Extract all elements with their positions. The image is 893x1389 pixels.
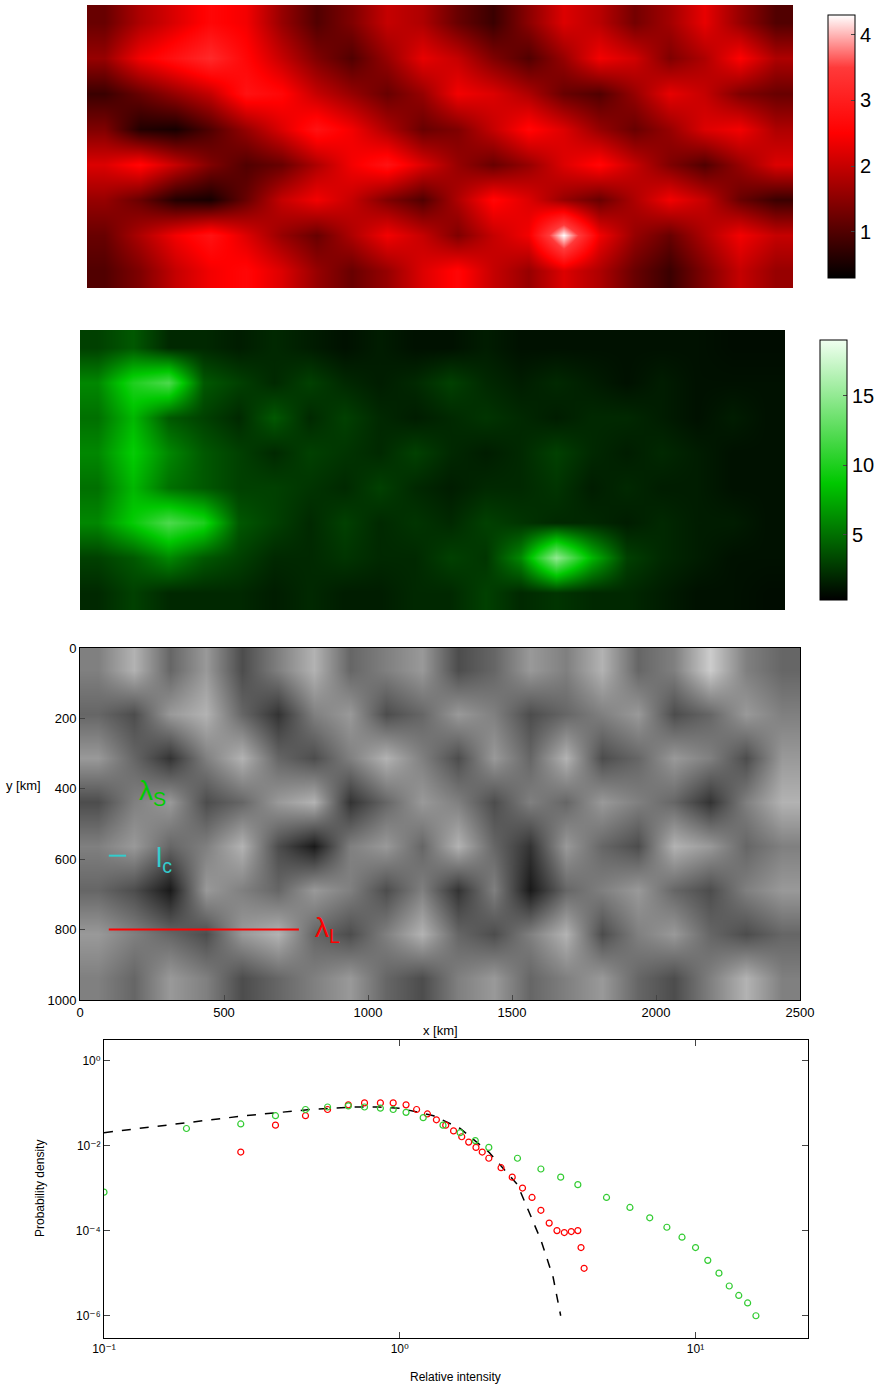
svg-text:10⁰: 10⁰ (82, 1054, 100, 1068)
svg-text:10⁻²: 10⁻² (77, 1139, 101, 1153)
svg-text:3: 3 (860, 89, 871, 111)
svg-text:600: 600 (55, 852, 77, 867)
svg-text:1: 1 (860, 221, 871, 243)
svg-text:0: 0 (76, 1005, 83, 1020)
svg-text:15: 15 (852, 385, 874, 407)
svg-text:l​c​: l​c​ (156, 842, 172, 877)
svg-text:λ​L​: λ​L​ (315, 912, 340, 947)
svg-text:0: 0 (69, 641, 76, 656)
svg-text:10⁰: 10⁰ (391, 1342, 409, 1356)
svg-text:400: 400 (55, 781, 77, 796)
svg-text:2000: 2000 (642, 1005, 671, 1020)
svg-text:1000: 1000 (47, 993, 76, 1008)
svg-text:1000: 1000 (354, 1005, 383, 1020)
svg-text:800: 800 (55, 922, 77, 937)
svg-text:200: 200 (55, 711, 77, 726)
svg-text:Probability density: Probability density (33, 1140, 47, 1237)
svg-text:4: 4 (860, 24, 871, 46)
svg-text:x [km]: x [km] (423, 1023, 458, 1038)
svg-text:10⁻⁶: 10⁻⁶ (76, 1309, 101, 1323)
svg-text:y [km]: y [km] (6, 778, 41, 793)
svg-text:10⁻¹: 10⁻¹ (92, 1342, 116, 1356)
svg-text:1500: 1500 (498, 1005, 527, 1020)
svg-text:5: 5 (852, 524, 863, 546)
svg-text:10⁻⁴: 10⁻⁴ (76, 1224, 101, 1238)
svg-text:Relative intensity: Relative intensity (410, 1370, 501, 1384)
svg-text:λ​S​: λ​S​ (139, 775, 166, 810)
svg-text:10: 10 (852, 454, 874, 476)
svg-text:10¹: 10¹ (687, 1342, 704, 1356)
svg-text:500: 500 (213, 1005, 235, 1020)
svg-text:2500: 2500 (786, 1005, 815, 1020)
svg-text:2: 2 (860, 155, 871, 177)
